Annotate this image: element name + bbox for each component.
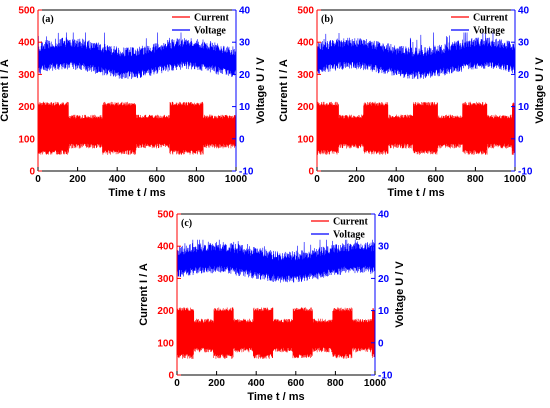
left-tick-label: 200: [157, 306, 174, 317]
right-tick-label: 40: [378, 210, 390, 221]
right-tick-label: 40: [518, 6, 530, 17]
x-tick-label: 1000: [225, 174, 248, 185]
x-tick-label: 0: [35, 174, 41, 185]
right-tick-label: 0: [239, 134, 245, 145]
left-axis-label: Current I / A: [138, 263, 150, 326]
left-tick-label: 0: [29, 167, 35, 178]
legend-current-label: Current: [333, 217, 368, 228]
current-trace: [176, 307, 376, 359]
left-tick-label: 200: [297, 102, 314, 113]
chart-panel: 0 200 400 600 800 1000 0 100 200 300 400 500 -10 0 10 2…: [138, 210, 406, 404]
left-tick-label: 400: [18, 38, 35, 49]
x-tick-label: 1000: [504, 174, 527, 185]
legend-voltage-label: Voltage: [473, 26, 505, 37]
chart-panel: 0 200 400 600 800 1000 0 100 200 300 400 500 -10 0 10 2…: [278, 6, 546, 200]
x-tick-label: 1000: [364, 378, 387, 389]
left-axis-label: Current I / A: [0, 59, 11, 122]
right-axis-label: Voltage U / V: [534, 57, 546, 124]
legend-current-label: Current: [194, 13, 229, 24]
x-tick-label: 800: [327, 378, 344, 389]
left-tick-label: 500: [157, 210, 174, 221]
x-tick-label: 400: [388, 174, 405, 185]
x-tick-label: 600: [427, 174, 444, 185]
left-axis-label: Current I / A: [278, 59, 290, 122]
chart-panel: 0 200 400 600 800 1000 0 100 200 300 400 500 -10 0 10 2…: [0, 6, 267, 200]
x-tick-label: 0: [314, 174, 320, 185]
voltage-trace: [316, 32, 516, 80]
left-tick-label: 0: [168, 371, 174, 382]
right-tick-label: 20: [518, 70, 530, 81]
right-tick-label: 30: [239, 38, 251, 49]
right-tick-label: 10: [518, 102, 530, 113]
left-tick-label: 500: [18, 6, 35, 17]
x-tick-label: 400: [109, 174, 126, 185]
right-tick-label: 20: [239, 70, 251, 81]
right-axis-label: Voltage U / V: [394, 261, 406, 328]
current-trace: [316, 101, 516, 155]
current-trace: [37, 101, 237, 155]
right-tick-label: 30: [518, 38, 530, 49]
voltage-trace: [176, 239, 376, 283]
x-tick-label: 200: [69, 174, 86, 185]
left-tick-label: 100: [18, 134, 35, 145]
right-tick-label: 30: [378, 242, 390, 253]
x-tick-label: 200: [348, 174, 365, 185]
legend-voltage-label: Voltage: [333, 230, 365, 241]
x-axis-label: Time t / ms: [108, 187, 165, 199]
x-axis-label: Time t / ms: [387, 187, 444, 199]
left-tick-label: 300: [157, 274, 174, 285]
x-tick-label: 600: [148, 174, 165, 185]
right-tick-label: -10: [239, 167, 254, 178]
left-tick-label: 500: [297, 6, 314, 17]
voltage-trace: [37, 32, 237, 80]
left-tick-label: 200: [18, 102, 35, 113]
panel-tag: (b): [321, 14, 333, 25]
legend-voltage-label: Voltage: [194, 26, 226, 37]
right-tick-label: 10: [239, 102, 251, 113]
right-tick-label: 20: [378, 274, 390, 285]
left-tick-label: 400: [157, 242, 174, 253]
x-tick-label: 0: [174, 378, 180, 389]
panel-tag: (a): [42, 14, 54, 25]
x-tick-label: 600: [287, 378, 304, 389]
x-tick-label: 800: [188, 174, 205, 185]
right-tick-label: -10: [378, 371, 393, 382]
right-tick-label: 0: [518, 134, 524, 145]
x-tick-label: 200: [208, 378, 225, 389]
left-tick-label: 400: [297, 38, 314, 49]
x-tick-label: 800: [467, 174, 484, 185]
left-tick-label: 300: [18, 70, 35, 81]
left-tick-label: 100: [297, 134, 314, 145]
right-axis-label: Voltage U / V: [255, 57, 267, 124]
x-tick-label: 400: [248, 378, 265, 389]
right-tick-label: 40: [239, 6, 251, 17]
left-tick-label: 100: [157, 338, 174, 349]
right-tick-label: 0: [378, 338, 384, 349]
right-tick-label: 10: [378, 306, 390, 317]
panel-tag: (c): [181, 218, 192, 229]
left-tick-label: 300: [297, 70, 314, 81]
x-axis-label: Time t / ms: [247, 391, 304, 403]
left-tick-label: 0: [308, 167, 314, 178]
right-tick-label: -10: [518, 167, 533, 178]
legend-current-label: Current: [473, 13, 508, 24]
